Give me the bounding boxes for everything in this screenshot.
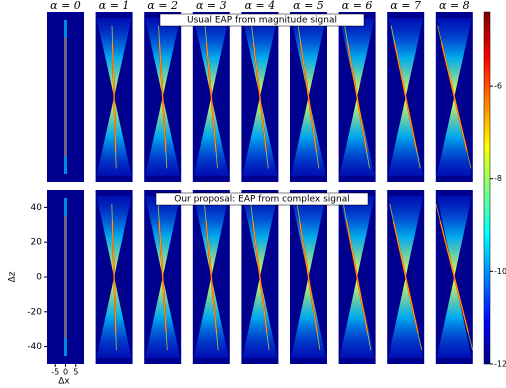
panel-ridge-glow [157,203,168,351]
y-tick-label: 20 [31,238,43,248]
column-title: α = 1 [99,0,130,12]
panel-lobe [242,18,278,97]
panel-ridge-glow [251,25,269,169]
column-title: α = 2 [147,0,178,12]
column-title: α = 7 [390,0,421,12]
panel [47,190,84,364]
panel [338,12,376,182]
column-title: α = 8 [439,0,470,12]
panel-lobe [436,97,472,176]
panel-ridge-glow [297,25,320,169]
banner-box [159,13,365,27]
panel-lobe [193,196,229,277]
panel [290,12,327,182]
panel [435,12,473,182]
panel-lobe [388,196,424,277]
panel [241,190,279,364]
column-title: α = 0 [50,0,81,12]
x-tick-label: 0 [63,368,68,377]
panel-lobe [242,97,278,176]
column-title: α = 3 [196,0,227,12]
panel-ridge-glow [111,25,117,169]
x-tick-label: -5 [51,368,59,377]
panel-lobe [96,196,132,277]
panel-lobe [145,97,181,176]
y-tick-label: 0 [36,273,42,283]
column-title: α = 4 [245,0,276,12]
panel-lobe [436,277,472,358]
banner-box [155,192,369,206]
panel-ridge-glow [111,203,117,351]
column-title: α = 6 [342,0,373,12]
panel-lobe [96,97,132,176]
panel [435,190,473,364]
panel-lobe [291,277,326,358]
panel [144,12,182,182]
panel-lobe [291,196,326,277]
panel-lobe [193,277,229,358]
x-tick-label: 5 [73,368,78,377]
panel [95,190,133,364]
panel-lobe [388,18,424,97]
panel-lobe [339,196,375,277]
column-title: α = 5 [293,0,324,12]
colorbar-tick-label: -10 [494,267,506,276]
panel [192,12,230,182]
panel-lobe [339,18,375,97]
panel-lobe [436,18,472,97]
row-banner: Usual EAP from magnitude signal [187,16,337,26]
panel [290,190,327,364]
panel [241,12,279,182]
panel [47,12,84,182]
panel [192,190,230,364]
panel-core [64,216,67,338]
panel-lobe [145,277,181,358]
panel-lobe [96,277,132,358]
panel-lobe [96,18,132,97]
row-banner: Our proposal: EAP from complex signal [174,195,349,205]
colorbar-tick-label: -8 [494,174,502,183]
panel-lobe [193,97,229,176]
panel-ridge-glow [204,25,218,169]
panel-lobe [193,18,229,97]
panel-lobe [388,97,424,176]
colorbar-tick-label: -12 [494,360,506,369]
panel [338,190,376,364]
panel-ridge-glow [344,25,370,169]
colorbar-tick-label: -6 [494,82,502,91]
y-tick-label: -20 [27,307,42,317]
panel-ridge-glow [390,25,421,169]
panel-lobe [339,277,375,358]
panel [387,190,425,364]
panel-ridge-glow [342,203,372,351]
panel-lobe [242,196,278,277]
panel-core [64,37,67,157]
panel [144,190,182,364]
panel-lobe [339,97,375,176]
x-axis-label: Δx [58,377,70,387]
y-tick-label: -40 [27,342,42,352]
panel-ridge-glow [437,25,472,169]
panel-ridge-glow [389,203,423,351]
panel-lobe [436,196,472,277]
panel-ridge-glow [250,203,270,351]
y-axis-label: Δz [8,271,18,282]
panel-lobe [145,18,181,97]
panel-ridge-glow [158,25,168,169]
panel-ridge-glow [296,203,321,351]
panel-ridge-glow [435,203,473,351]
panel [95,12,133,182]
colorbar [483,11,491,365]
panel-lobe [145,196,181,277]
panel-lobe [388,277,424,358]
panel-ridge-glow [204,203,219,351]
panel-lobe [242,277,278,358]
panel [387,12,425,182]
y-tick-label: 40 [31,203,43,213]
